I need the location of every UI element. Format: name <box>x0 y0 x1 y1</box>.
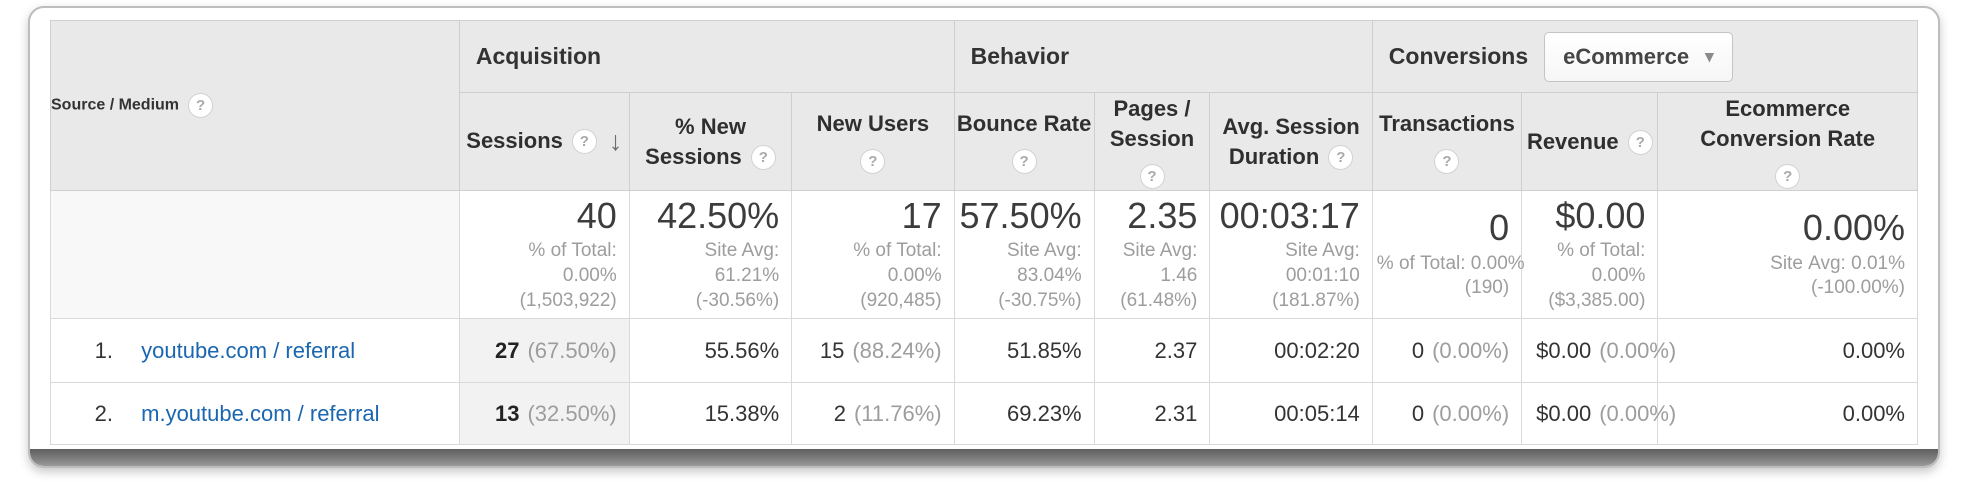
totals-row: 40 % of Total: 0.00% (1,503,922) 42.50% … <box>50 190 1918 319</box>
column-header-transactions[interactable]: Transactions ? <box>1371 92 1523 191</box>
avg-session-duration-cell: 00:05:14 <box>1209 382 1373 445</box>
source-medium-link[interactable]: m.youtube.com / referral <box>141 400 380 426</box>
metric-header-row: Sessions? ↓ % New Sessions? New Users ? B… <box>51 92 1918 191</box>
column-header-pages-session[interactable]: Pages / Session ? <box>1093 92 1211 191</box>
help-icon[interactable]: ? <box>750 145 776 171</box>
chevron-down-icon: ▾ <box>1705 46 1714 66</box>
group-conversions-label: Conversions <box>1388 43 1529 69</box>
source-medium-report-table: Source / Medium? Acquisition Behavior Co… <box>50 20 1919 445</box>
source-cell: 1. youtube.com / referral <box>50 318 460 383</box>
avg-session-duration-cell: 00:02:20 <box>1209 318 1373 383</box>
totals-bounce-rate: 57.50% Site Avg: 83.04% (-30.75%) <box>953 190 1095 319</box>
totals-avg-session-duration: 00:03:17 Site Avg: 00:01:10 (181.87%) <box>1209 190 1373 319</box>
transactions-cell: 0 (0.00%) <box>1371 382 1523 445</box>
totals-pages-session: 2.35 Site Avg: 1.46 (61.48%) <box>1093 190 1211 319</box>
group-conversions: Conversions eCommerce ▾ <box>1371 20 1919 93</box>
column-header-source-medium[interactable]: Source / Medium? <box>50 20 460 191</box>
sort-descending-icon[interactable]: ↓ <box>608 126 623 157</box>
conversions-dropdown-value: eCommerce <box>1563 43 1690 69</box>
column-header-new-users[interactable]: New Users ? <box>791 92 955 191</box>
help-icon[interactable]: ? <box>1328 145 1354 171</box>
new-users-cell: 2 (11.76%) <box>791 382 955 445</box>
column-header-sessions[interactable]: Sessions? ↓ <box>458 92 630 191</box>
source-cell: 2. m.youtube.com / referral <box>50 382 460 445</box>
totals-sessions: 40 % of Total: 0.00% (1,503,922) <box>458 190 630 319</box>
help-icon[interactable]: ? <box>1627 130 1653 156</box>
column-header-pct-new-sessions[interactable]: % New Sessions? <box>628 92 793 191</box>
revenue-cell: $0.00 (0.00%) <box>1521 382 1676 445</box>
source-medium-link[interactable]: youtube.com / referral <box>141 337 356 363</box>
new-users-cell: 15 (88.24%) <box>791 318 955 383</box>
pages-session-cell: 2.37 <box>1093 318 1211 383</box>
window-frame-bottom-bar <box>30 449 1938 466</box>
help-icon[interactable]: ? <box>1434 148 1460 174</box>
help-icon[interactable]: ? <box>860 148 886 174</box>
group-behavior: Behavior <box>953 20 1373 93</box>
pages-session-cell: 2.31 <box>1093 382 1211 445</box>
ecommerce-conversion-rate-cell: 0.00% <box>1657 318 1918 383</box>
source-medium-label: Source / Medium <box>51 96 180 114</box>
row-index: 1. <box>94 337 113 363</box>
bounce-rate-cell: 51.85% <box>953 318 1095 383</box>
column-header-avg-session-duration[interactable]: Avg. Session Duration? <box>1209 92 1373 191</box>
bounce-rate-cell: 69.23% <box>953 382 1095 445</box>
totals-ecommerce-conversion-rate: 0.00% Site Avg: 0.01% (-100.00%) <box>1657 190 1918 319</box>
column-header-bounce-rate[interactable]: Bounce Rate ? <box>953 92 1095 191</box>
sessions-cell: 13 (32.50%) <box>458 382 630 445</box>
ecommerce-conversion-rate-cell: 0.00% <box>1657 382 1918 445</box>
totals-pct-new-sessions: 42.50% Site Avg: 61.21% (-30.56%) <box>628 190 793 319</box>
totals-revenue: $0.00 % of Total: 0.00% ($3,385.00) <box>1521 190 1659 319</box>
help-icon[interactable]: ? <box>1775 163 1801 189</box>
group-behavior-label: Behavior <box>970 43 1070 69</box>
help-icon[interactable]: ? <box>1011 148 1037 174</box>
column-header-ecommerce-conversion-rate[interactable]: Ecommerce Conversion Rate ? <box>1657 92 1918 191</box>
table-row: 2. m.youtube.com / referral 13 (32.50%) 1… <box>50 382 1918 445</box>
sessions-cell: 27 (67.50%) <box>458 318 630 383</box>
group-header-row: Source / Medium? Acquisition Behavior Co… <box>50 20 1919 191</box>
group-acquisition: Acquisition <box>458 20 955 93</box>
totals-new-users: 17 % of Total: 0.00% (920,485) <box>791 190 955 319</box>
column-header-revenue[interactable]: Revenue? <box>1521 92 1659 191</box>
table-row: 1. youtube.com / referral 27 (67.50%) 55.… <box>50 318 1918 383</box>
totals-label-cell <box>50 190 460 319</box>
analytics-table-window: Source / Medium? Acquisition Behavior Co… <box>28 6 1940 468</box>
help-icon[interactable]: ? <box>571 129 597 155</box>
conversions-goal-dropdown[interactable]: eCommerce ▾ <box>1544 31 1733 82</box>
row-index: 2. <box>94 400 113 426</box>
pct-new-sessions-cell: 55.56% <box>628 318 793 383</box>
totals-transactions: 0 % of Total: 0.00% (190) <box>1371 190 1525 319</box>
transactions-cell: 0 (0.00%) <box>1371 318 1523 383</box>
help-icon[interactable]: ? <box>1139 163 1165 189</box>
pct-new-sessions-cell: 15.38% <box>628 382 793 445</box>
revenue-cell: $0.00 (0.00%) <box>1521 318 1676 383</box>
help-icon[interactable]: ? <box>188 93 214 118</box>
group-acquisition-label: Acquisition <box>475 43 602 69</box>
